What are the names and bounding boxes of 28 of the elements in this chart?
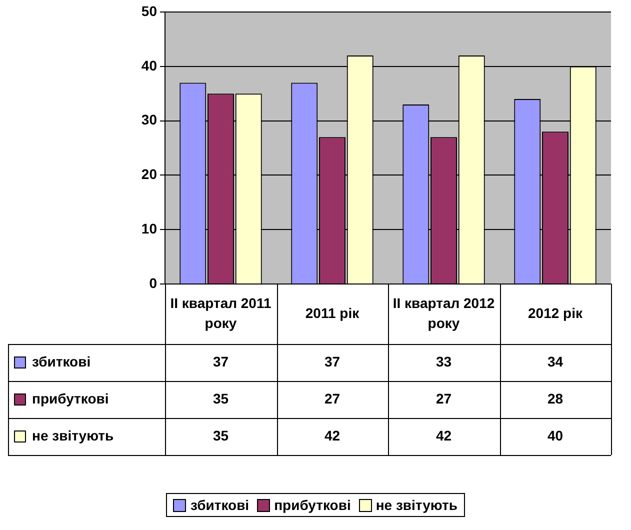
x-tick-label: II квартал 2012 року — [392, 294, 495, 331]
data-label: 27 — [436, 390, 452, 406]
data-label: 28 — [547, 390, 564, 406]
text: збиткові — [190, 497, 250, 513]
y-tick-label: 30 — [141, 112, 158, 128]
y-tick-label: 20 — [141, 166, 158, 182]
y-tick-label: 10 — [141, 220, 158, 236]
legend-label: збиткові — [32, 353, 91, 370]
y-tick-label: 50 — [141, 2, 158, 19]
data-label: 35 — [212, 427, 229, 444]
data-label: 33 — [436, 353, 452, 370]
text: не звітують — [376, 497, 458, 513]
data-label: 42 — [436, 427, 452, 444]
data-label: 35 — [212, 390, 229, 406]
x-tick-label: 2011 рік — [305, 304, 360, 321]
data-label: 27 — [324, 390, 340, 406]
y-tick-label: 0 — [149, 274, 158, 291]
x-tick-label: II квартал 2011 року — [170, 294, 272, 331]
data-label: 42 — [324, 427, 340, 444]
data-label: 40 — [547, 427, 564, 444]
text: прибуткові — [274, 497, 351, 513]
legend-label: прибуткові — [32, 390, 109, 406]
legend-label: не звітують — [32, 427, 114, 444]
data-label: 37 — [324, 353, 340, 370]
x-tick-label: 2012 рік — [528, 304, 584, 321]
y-tick-label: 40 — [141, 57, 158, 74]
data-label: 37 — [212, 353, 229, 370]
data-label: 34 — [547, 353, 564, 370]
